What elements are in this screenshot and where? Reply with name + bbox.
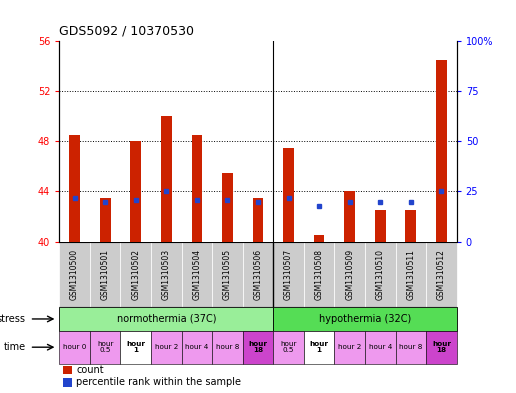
- Bar: [191, 135, 202, 242]
- Bar: [120, 331, 151, 364]
- Bar: [63, 378, 72, 387]
- Bar: [344, 191, 355, 242]
- Bar: [69, 135, 80, 242]
- Text: hour
1: hour 1: [126, 341, 145, 353]
- Bar: [375, 210, 385, 242]
- Text: hour 2: hour 2: [338, 344, 361, 350]
- Text: hour 8: hour 8: [216, 344, 239, 350]
- Text: hypothermia (32C): hypothermia (32C): [319, 314, 411, 324]
- Bar: [273, 307, 457, 331]
- Text: GSM1310505: GSM1310505: [223, 249, 232, 300]
- Text: hour 4: hour 4: [368, 344, 392, 350]
- FancyBboxPatch shape: [334, 242, 365, 307]
- Text: GSM1310512: GSM1310512: [437, 249, 446, 300]
- Bar: [222, 173, 233, 242]
- Text: normothermia (37C): normothermia (37C): [117, 314, 216, 324]
- Bar: [365, 331, 396, 364]
- Text: hour
18: hour 18: [432, 341, 451, 353]
- Bar: [100, 198, 110, 242]
- FancyBboxPatch shape: [151, 242, 182, 307]
- Text: time: time: [4, 342, 26, 352]
- Text: hour
0.5: hour 0.5: [280, 341, 297, 353]
- FancyBboxPatch shape: [120, 242, 151, 307]
- Bar: [131, 141, 141, 242]
- Bar: [59, 307, 273, 331]
- Bar: [406, 210, 416, 242]
- Bar: [59, 331, 90, 364]
- Text: GSM1310502: GSM1310502: [131, 249, 140, 300]
- Text: stress: stress: [0, 314, 26, 324]
- Text: hour 8: hour 8: [399, 344, 423, 350]
- Text: GSM1310503: GSM1310503: [162, 249, 171, 300]
- Bar: [314, 235, 325, 242]
- Text: GSM1310506: GSM1310506: [253, 249, 263, 300]
- FancyBboxPatch shape: [396, 242, 426, 307]
- FancyBboxPatch shape: [304, 242, 334, 307]
- Text: hour
1: hour 1: [310, 341, 329, 353]
- Text: percentile rank within the sample: percentile rank within the sample: [76, 377, 241, 387]
- Text: hour
0.5: hour 0.5: [97, 341, 114, 353]
- Bar: [283, 148, 294, 242]
- Text: GSM1310511: GSM1310511: [406, 249, 415, 300]
- Bar: [182, 331, 212, 364]
- Bar: [161, 116, 172, 242]
- Bar: [273, 331, 304, 364]
- Bar: [396, 331, 426, 364]
- Bar: [63, 365, 72, 374]
- FancyBboxPatch shape: [90, 242, 120, 307]
- Bar: [151, 331, 182, 364]
- Text: GSM1310509: GSM1310509: [345, 249, 354, 300]
- FancyBboxPatch shape: [182, 242, 212, 307]
- Bar: [436, 60, 447, 242]
- Text: GSM1310508: GSM1310508: [315, 249, 324, 300]
- Bar: [304, 331, 334, 364]
- FancyBboxPatch shape: [273, 242, 304, 307]
- Text: GSM1310500: GSM1310500: [70, 249, 79, 300]
- FancyBboxPatch shape: [243, 242, 273, 307]
- Text: hour
18: hour 18: [249, 341, 267, 353]
- Text: count: count: [76, 365, 104, 375]
- Text: GSM1310501: GSM1310501: [101, 249, 110, 300]
- Text: hour 2: hour 2: [155, 344, 178, 350]
- FancyBboxPatch shape: [212, 242, 243, 307]
- Text: GSM1310504: GSM1310504: [192, 249, 201, 300]
- Bar: [253, 198, 263, 242]
- FancyBboxPatch shape: [59, 242, 90, 307]
- Bar: [90, 331, 120, 364]
- Bar: [212, 331, 243, 364]
- Text: GSM1310510: GSM1310510: [376, 249, 385, 300]
- Bar: [334, 331, 365, 364]
- FancyBboxPatch shape: [426, 242, 457, 307]
- Bar: [243, 331, 273, 364]
- Text: GDS5092 / 10370530: GDS5092 / 10370530: [59, 24, 195, 37]
- FancyBboxPatch shape: [365, 242, 396, 307]
- Bar: [426, 331, 457, 364]
- Text: hour 0: hour 0: [63, 344, 86, 350]
- Text: GSM1310507: GSM1310507: [284, 249, 293, 300]
- Text: hour 4: hour 4: [185, 344, 208, 350]
